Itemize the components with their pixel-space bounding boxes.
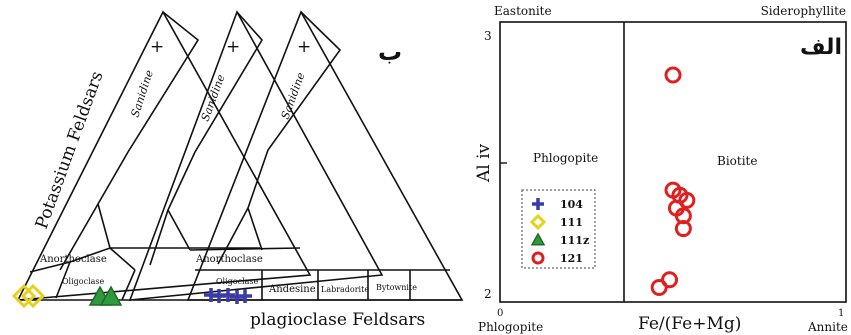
field-label-andesine: Andesine bbox=[268, 284, 316, 295]
field-label-oligoclase: Oligoclase bbox=[62, 277, 105, 286]
field-boundary bbox=[97, 11, 200, 271]
field-boundary bbox=[121, 269, 136, 301]
legend-label-121: 121 bbox=[560, 252, 583, 265]
data-points bbox=[650, 66, 696, 296]
field-label-bytownite: Bytownite bbox=[376, 283, 417, 292]
ternary-marker-104 bbox=[238, 289, 252, 303]
legend-marker-111z bbox=[530, 232, 546, 246]
ternary-marker-111z bbox=[99, 285, 123, 306]
legend-markers bbox=[529, 198, 547, 265]
ternary-triangle-1 bbox=[16, 10, 312, 301]
corner-label-siderophyllite: Siderophyllite bbox=[761, 4, 846, 18]
field-label-biotite: Biotite bbox=[717, 154, 757, 168]
ternary-sample-markers bbox=[11, 283, 252, 309]
legend: 104 111 111z 121 bbox=[521, 189, 596, 269]
legend-label-104: 104 bbox=[560, 198, 583, 211]
x-tick-label-0: 0 bbox=[497, 308, 503, 319]
ternary-triangle-2 bbox=[128, 10, 384, 301]
field-label-anorthoclase: Anorthoclase bbox=[195, 254, 263, 265]
ternary-marker-104 bbox=[221, 288, 235, 302]
corner-label-phlogopite: Phlogopite bbox=[478, 320, 543, 334]
legend-label-111: 111 bbox=[560, 216, 583, 229]
field-boundary bbox=[247, 11, 342, 251]
apex-symbol-3: + bbox=[297, 37, 311, 57]
data-point-121 bbox=[650, 278, 668, 296]
field-label-sanidine: Sanidine bbox=[199, 72, 228, 123]
data-point-121 bbox=[664, 66, 682, 84]
legend-box bbox=[521, 189, 596, 269]
corner-label-annite: Annite bbox=[807, 320, 848, 334]
x-axis-label: Fe/(Fe+Mg) bbox=[638, 314, 741, 334]
biotite-plot-frame bbox=[499, 21, 847, 303]
field-label-anorthoclase: Anorthoclase bbox=[39, 254, 107, 265]
field-boundary bbox=[167, 11, 263, 251]
legend-marker-121 bbox=[531, 251, 545, 265]
panel-label-b: ب bbox=[378, 38, 402, 66]
legend-marker-111 bbox=[529, 213, 547, 231]
corner-label-eastonite: Eastonite bbox=[494, 4, 552, 18]
x-tick-label-1: 1 bbox=[838, 308, 844, 319]
plot-area bbox=[499, 21, 847, 303]
field-boundary bbox=[55, 261, 71, 299]
field-boundary bbox=[217, 207, 249, 265]
y-axis-label: Al iv bbox=[474, 143, 494, 183]
field-label-phlogopite: Phlogopite bbox=[533, 151, 598, 165]
y-tick-label-2: 2 bbox=[484, 287, 492, 301]
apex-symbol-1: + bbox=[150, 37, 164, 57]
data-point-121 bbox=[674, 220, 692, 238]
ternary-marker-111 bbox=[11, 283, 37, 309]
field-boundary bbox=[29, 247, 260, 273]
field-label-labradorite: Labradorite bbox=[321, 285, 369, 294]
y-tick-label-3: 3 bbox=[484, 29, 492, 43]
field-label-oligoclase: Oligoclase bbox=[216, 277, 259, 286]
ternary-marker-111 bbox=[20, 283, 46, 309]
legend-label-111z: 111z bbox=[560, 234, 589, 247]
legend-marker-104 bbox=[532, 198, 544, 210]
field-label-sanidine: Sanidine bbox=[128, 68, 156, 119]
field-boundary bbox=[149, 209, 169, 266]
field-boundary bbox=[59, 203, 99, 271]
panel-label-alef: الف bbox=[800, 35, 842, 60]
base-axis-label: plagioclase Feldsars bbox=[250, 310, 425, 330]
apex-symbol-2: + bbox=[226, 37, 240, 57]
